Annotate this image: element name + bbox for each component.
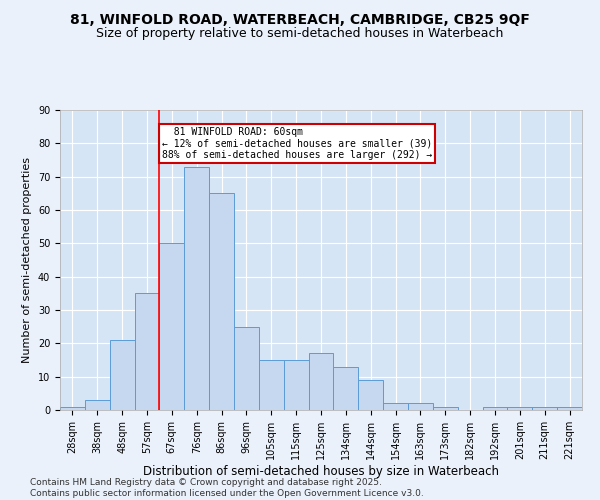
Bar (110, 340, 134, 410)
Bar (383, 404, 408, 410)
Bar (532, 406, 557, 410)
Text: 81 WINFOLD ROAD: 60sqm
← 12% of semi-detached houses are smaller (39)
88% of sem: 81 WINFOLD ROAD: 60sqm ← 12% of semi-det… (162, 126, 432, 160)
Bar (60, 406, 85, 410)
Bar (358, 380, 383, 410)
Bar (408, 404, 433, 410)
Text: Contains HM Land Registry data © Crown copyright and database right 2025.
Contai: Contains HM Land Registry data © Crown c… (30, 478, 424, 498)
Text: 81, WINFOLD ROAD, WATERBEACH, CAMBRIDGE, CB25 9QF: 81, WINFOLD ROAD, WATERBEACH, CAMBRIDGE,… (70, 12, 530, 26)
Bar (85, 400, 110, 410)
Bar (557, 406, 582, 410)
X-axis label: Distribution of semi-detached houses by size in Waterbeach: Distribution of semi-detached houses by … (143, 464, 499, 477)
Bar (433, 406, 458, 410)
Bar (209, 194, 234, 410)
Bar (134, 294, 160, 410)
Bar (334, 366, 358, 410)
Y-axis label: Number of semi-detached properties: Number of semi-detached properties (22, 157, 32, 363)
Bar (184, 166, 209, 410)
Bar (259, 360, 284, 410)
Bar (308, 354, 334, 410)
Bar (482, 406, 508, 410)
Bar (160, 244, 184, 410)
Bar (234, 326, 259, 410)
Text: Size of property relative to semi-detached houses in Waterbeach: Size of property relative to semi-detach… (97, 28, 503, 40)
Bar (284, 360, 308, 410)
Bar (508, 406, 532, 410)
